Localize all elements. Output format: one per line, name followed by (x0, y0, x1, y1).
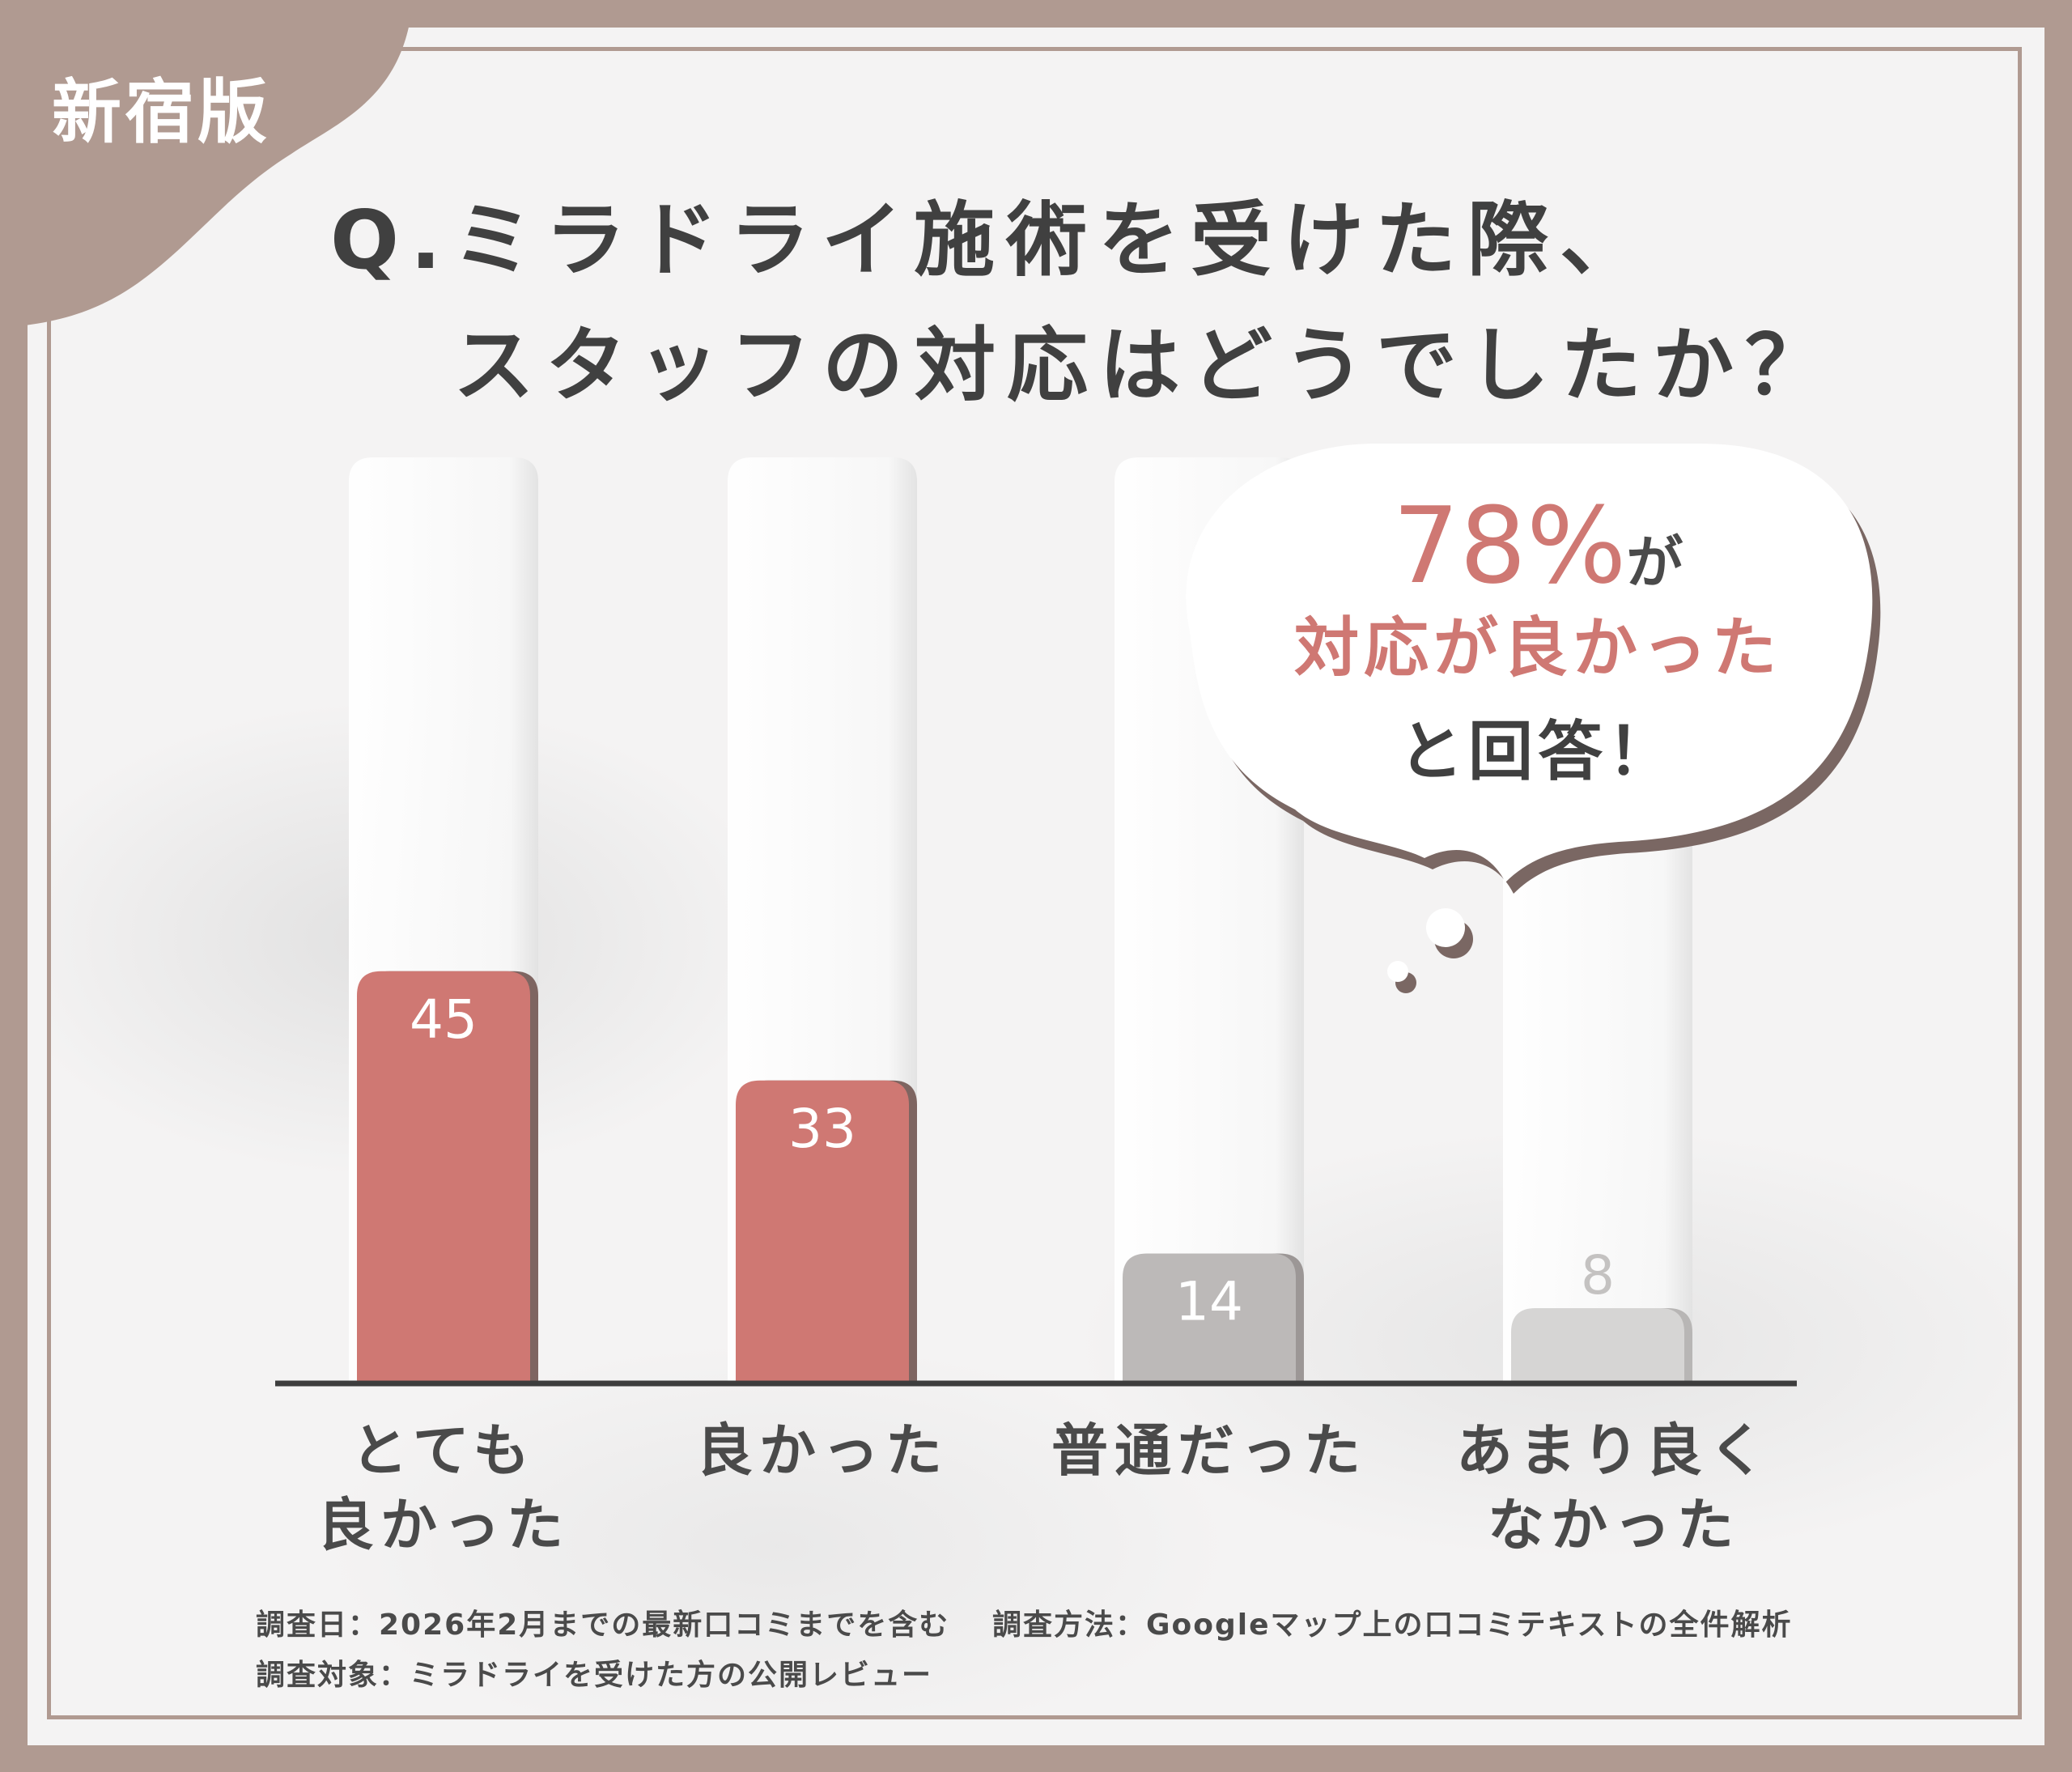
category-label: 良かった (696, 1417, 949, 1484)
bar (736, 1080, 909, 1381)
bar-value-label: 14 (1175, 1271, 1243, 1333)
bar-value-label: 45 (410, 988, 478, 1051)
note-method: 調査方法：Googleマップ上の口コミテキストの全件解析 (992, 1608, 1793, 1642)
callout-percent: 78% (1392, 484, 1627, 607)
question-title-line1: Q.ミラドライ施術を受けた際、 (330, 193, 1652, 287)
bar-value-label: 8 (1581, 1244, 1615, 1307)
inner-frame (47, 47, 2022, 1719)
bar (357, 971, 530, 1381)
category-label: とても 良かった (317, 1417, 570, 1558)
location-badge: 新宿版 (52, 72, 270, 153)
note-date: 調査日：2026年2月までの最新口コミまでを含む (256, 1608, 950, 1642)
callout-line2: 対応が良かった (1294, 610, 1781, 686)
category-label: 普通だった (1051, 1417, 1367, 1484)
bar-value-label: 33 (788, 1098, 856, 1160)
bar (1511, 1308, 1684, 1381)
callout-suffix: が (1626, 529, 1684, 596)
bar (1123, 1253, 1296, 1381)
category-label: あまり良く なかった (1456, 1417, 1772, 1558)
callout-text: 78%が 対応が良かった と回答！ (1174, 484, 1902, 793)
note-target: 調査対象：ミラドライを受けた方の公開レビュー (256, 1659, 933, 1692)
callout-line3: と回答！ (1399, 714, 1677, 789)
badge-corner-shape (0, 0, 413, 328)
question-title-line2: スタッフの対応はどうでしたか？ (453, 318, 1837, 413)
